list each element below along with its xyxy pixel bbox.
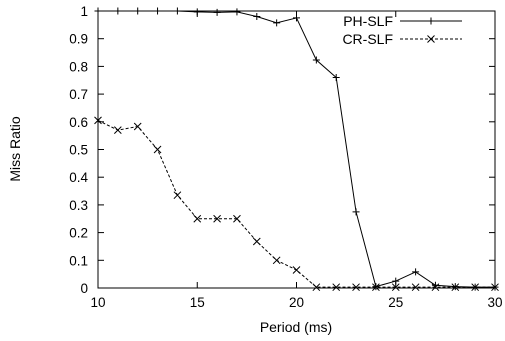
data-point-cr-slf xyxy=(292,266,301,274)
data-point-ph-slf xyxy=(114,7,122,15)
y-tick-label: 0.3 xyxy=(69,198,88,213)
data-point-cr-slf xyxy=(411,283,420,292)
y-tick-label: 0.6 xyxy=(69,115,88,130)
data-point-ph-slf xyxy=(352,208,360,216)
legend-marker-cr-slf xyxy=(427,35,435,43)
data-point-cr-slf xyxy=(491,283,499,292)
x-tick-label: 25 xyxy=(388,295,403,310)
data-point-ph-slf xyxy=(173,7,181,15)
data-point-ph-slf xyxy=(312,56,320,64)
data-point-cr-slf xyxy=(372,283,380,292)
data-point-ph-slf xyxy=(412,268,420,276)
data-point-cr-slf xyxy=(332,283,341,292)
data-point-cr-slf xyxy=(391,283,400,292)
data-point-cr-slf xyxy=(252,237,261,246)
series-layer xyxy=(94,7,499,292)
data-point-cr-slf xyxy=(193,214,202,223)
data-point-ph-slf xyxy=(293,14,300,22)
y-tick-label: 0.5 xyxy=(69,143,88,158)
legend-label-cr-slf: CR-SLF xyxy=(342,31,393,47)
x-axis-label: Period (ms) xyxy=(260,319,332,335)
y-tick-label: 0.7 xyxy=(69,87,88,102)
x-tick-label: 30 xyxy=(487,295,502,310)
legend-marker-ph-slf xyxy=(427,17,435,25)
data-point-ph-slf xyxy=(233,8,241,16)
y-tick-label: 1 xyxy=(80,4,88,19)
data-point-cr-slf xyxy=(233,214,241,223)
x-tick-label: 15 xyxy=(190,295,205,310)
x-tick-label: 10 xyxy=(90,295,105,310)
series-line-cr-slf xyxy=(97,119,495,288)
data-point-ph-slf xyxy=(273,19,281,27)
data-point-ph-slf xyxy=(154,7,162,15)
data-point-cr-slf xyxy=(431,283,440,292)
data-point-ph-slf xyxy=(134,7,142,15)
data-point-cr-slf xyxy=(272,256,281,265)
data-point-cr-slf xyxy=(173,191,182,200)
y-tick-label: 0.8 xyxy=(69,59,88,74)
y-tick-label: 0.2 xyxy=(69,226,88,241)
data-point-ph-slf xyxy=(253,13,261,21)
x-tick-label: 20 xyxy=(289,295,304,310)
y-axis-ticks: 0 0.1 0.2 0.3 0.4 0.5 0.6 0.7 0.8 0.9 1 xyxy=(69,4,495,296)
data-point-ph-slf xyxy=(332,73,340,81)
data-point-cr-slf xyxy=(153,145,162,154)
data-point-cr-slf xyxy=(113,126,122,134)
y-tick-label: 0.4 xyxy=(69,170,88,185)
data-point-ph-slf xyxy=(213,8,221,16)
data-point-cr-slf xyxy=(213,214,221,223)
y-tick-label: 0 xyxy=(80,281,88,296)
data-point-ph-slf xyxy=(193,8,201,16)
data-point-ph-slf xyxy=(392,277,400,285)
data-point-ph-slf xyxy=(94,7,102,15)
y-tick-label: 0.9 xyxy=(69,32,88,47)
legend-label-ph-slf: PH-SLF xyxy=(343,13,393,29)
data-point-cr-slf xyxy=(94,116,102,125)
data-point-cr-slf xyxy=(352,283,360,292)
y-tick-label: 0.1 xyxy=(69,253,88,268)
data-point-cr-slf xyxy=(312,283,321,292)
data-point-cr-slf xyxy=(451,283,460,292)
y-axis-label: Miss Ratio xyxy=(7,116,23,182)
x-axis-ticks: 10 15 20 25 30 xyxy=(90,11,503,310)
data-point-cr-slf xyxy=(471,283,480,292)
data-point-cr-slf xyxy=(133,122,142,131)
legend: PH-SLF CR-SLF xyxy=(342,13,462,47)
